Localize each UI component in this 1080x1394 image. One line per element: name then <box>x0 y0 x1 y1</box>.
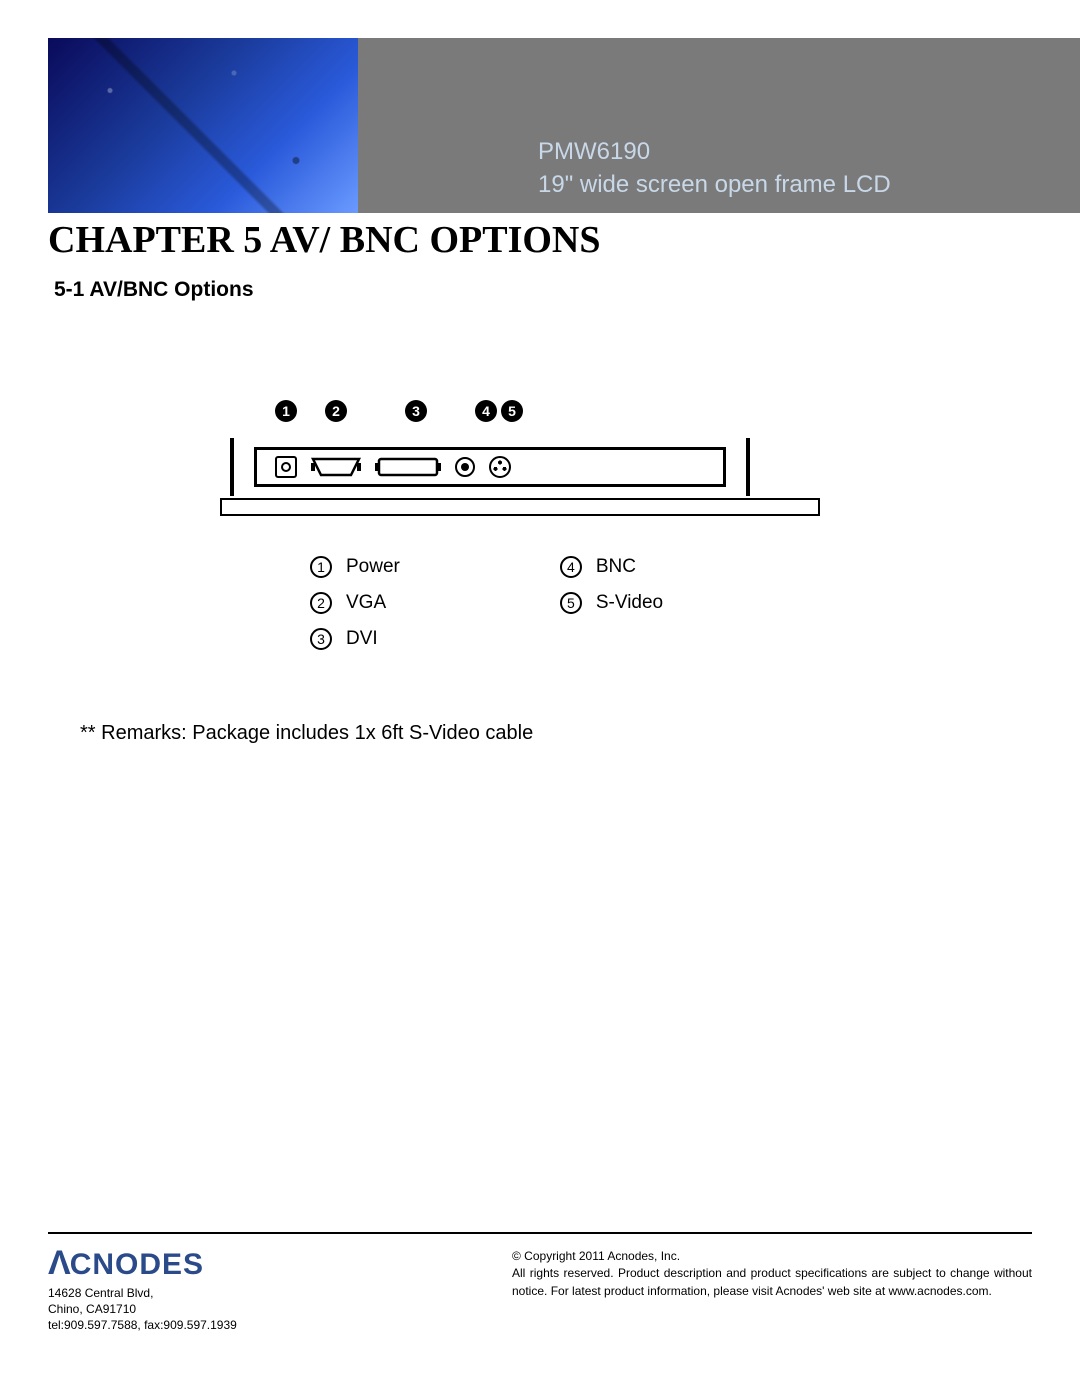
vga-port-icon <box>311 456 361 478</box>
legend-num-3: 3 <box>310 628 332 650</box>
header-image <box>48 38 358 213</box>
legend-col-left: 1 Power 2 VGA 3 DVI <box>310 556 400 650</box>
remarks-text: ** Remarks: Package includes 1x 6ft S-Vi… <box>80 722 533 745</box>
footer: Λ CNODES 14628 Central Blvd, Chino, CA91… <box>48 1244 1032 1334</box>
legend: 1 Power 2 VGA 3 DVI 4 BNC 5 S-Video <box>310 556 830 650</box>
legend-item-bnc: 4 BNC <box>560 556 663 578</box>
chapter-title: CHAPTER 5 AV/ BNC OPTIONS <box>48 218 601 262</box>
badge-3: 3 <box>405 400 427 422</box>
badge-row: 1 2 3 4 5 <box>275 400 830 430</box>
legend-label-bnc: BNC <box>596 556 636 578</box>
address-line-1: 14628 Central Blvd, <box>48 1285 237 1301</box>
panel-outer <box>230 438 750 496</box>
power-port-icon <box>275 456 297 478</box>
model-subtitle: 19" wide screen open frame LCD <box>538 169 891 201</box>
dvi-port-icon <box>375 456 441 478</box>
footer-address: 14628 Central Blvd, Chino, CA91710 tel:9… <box>48 1285 237 1334</box>
legend-item-dvi: 3 DVI <box>310 628 400 650</box>
legend-item-power: 1 Power <box>310 556 400 578</box>
badge-4: 4 <box>475 400 497 422</box>
legend-num-5: 5 <box>560 592 582 614</box>
connector-diagram: 1 2 3 4 5 <box>220 400 830 650</box>
legend-label-svideo: S-Video <box>596 592 663 614</box>
copyright-line: © Copyright 2011 Acnodes, Inc. <box>512 1248 1032 1265</box>
company-logo: Λ CNODES <box>48 1244 237 1283</box>
header-text-block: PMW6190 19" wide screen open frame LCD <box>538 136 891 201</box>
bnc-port-icon <box>455 457 475 477</box>
svideo-port-icon <box>489 456 511 478</box>
footer-right: © Copyright 2011 Acnodes, Inc. All right… <box>512 1244 1032 1300</box>
legend-item-vga: 2 VGA <box>310 592 400 614</box>
legend-label-power: Power <box>346 556 400 578</box>
address-line-3: tel:909.597.7588, fax:909.597.1939 <box>48 1317 237 1333</box>
rights-text: All rights reserved. Product description… <box>512 1265 1032 1300</box>
legend-label-vga: VGA <box>346 592 386 614</box>
legend-num-2: 2 <box>310 592 332 614</box>
panel-inner <box>254 447 726 487</box>
badge-2: 2 <box>325 400 347 422</box>
footer-divider <box>48 1232 1032 1234</box>
model-number: PMW6190 <box>538 136 891 168</box>
legend-col-right: 4 BNC 5 S-Video <box>560 556 663 650</box>
logo-text: CNODES <box>70 1248 204 1282</box>
section-title: 5-1 AV/BNC Options <box>54 278 254 302</box>
panel-base <box>220 498 820 516</box>
legend-item-svideo: 5 S-Video <box>560 592 663 614</box>
legend-label-dvi: DVI <box>346 628 378 650</box>
logo-lambda-icon: Λ <box>48 1244 72 1283</box>
address-line-2: Chino, CA91710 <box>48 1301 237 1317</box>
badge-1: 1 <box>275 400 297 422</box>
header-banner: PMW6190 19" wide screen open frame LCD <box>48 38 1080 213</box>
legend-num-4: 4 <box>560 556 582 578</box>
badge-5: 5 <box>501 400 523 422</box>
footer-left: Λ CNODES 14628 Central Blvd, Chino, CA91… <box>48 1244 237 1334</box>
legend-num-1: 1 <box>310 556 332 578</box>
